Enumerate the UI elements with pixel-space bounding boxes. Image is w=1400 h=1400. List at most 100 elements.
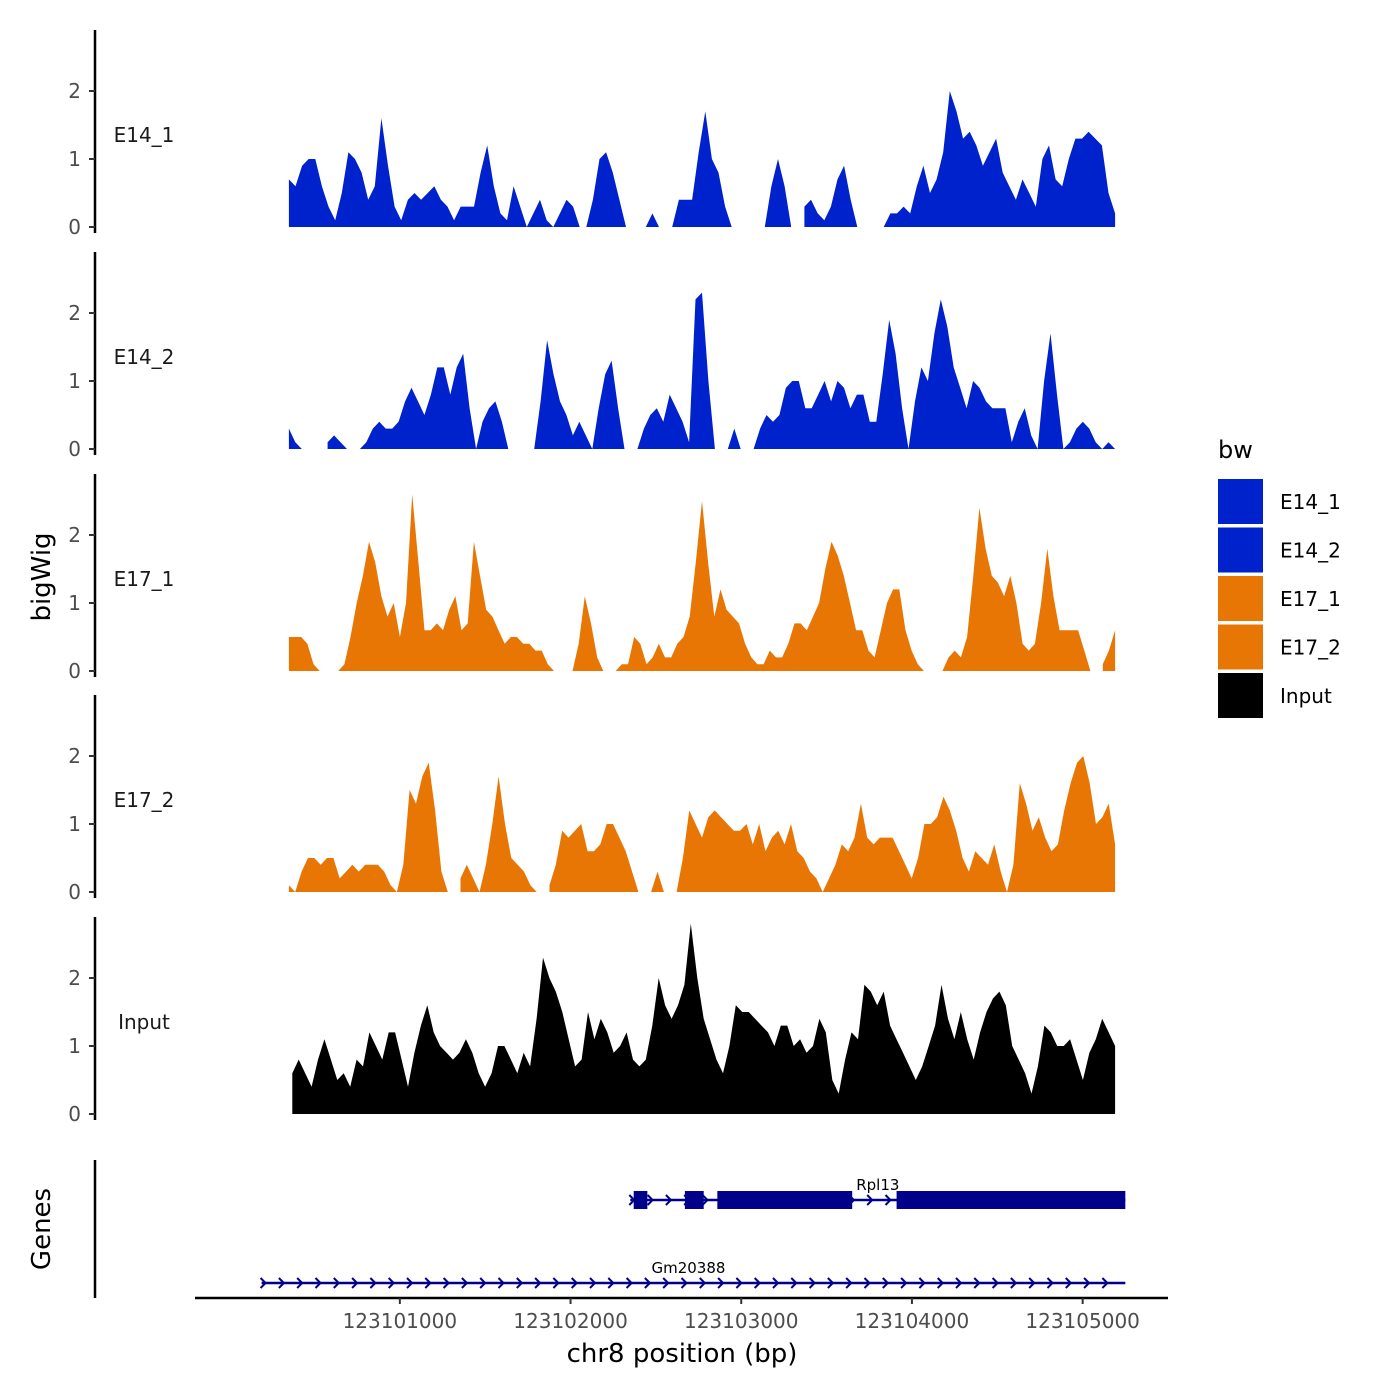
legend-label: E14_1 (1280, 490, 1341, 514)
strand-arrow (735, 1277, 743, 1289)
coverage-area (549, 824, 639, 892)
track-e14-2: 0 1 2 E14_2 (68, 252, 1116, 461)
strand-arrow (1101, 1277, 1109, 1289)
legend-swatch (1218, 624, 1263, 670)
x-tick-label: 123102000 (513, 1309, 628, 1333)
y-tick-label: 2 (68, 966, 81, 990)
coverage-area (288, 637, 320, 671)
strand-arrow (918, 1277, 926, 1289)
coverage-area (572, 596, 604, 671)
x-tick-label: 123104000 (855, 1309, 970, 1333)
strand-arrow (936, 1277, 945, 1289)
strand-arrow (772, 1277, 780, 1289)
strand-arrow (882, 1277, 890, 1289)
coverage-area (359, 353, 509, 449)
strand-arrow (534, 1277, 542, 1289)
gene-exon (717, 1191, 853, 1209)
strand-arrow (497, 1277, 505, 1289)
strand-arrow (1046, 1277, 1054, 1289)
strand-arrow (753, 1277, 762, 1289)
track-label: E17_2 (114, 788, 175, 812)
legend-label: Input (1280, 684, 1332, 708)
track-e17-2: 0 1 2 E17_2 (68, 695, 1116, 904)
strand-arrow (955, 1277, 963, 1289)
strand-arrow (351, 1277, 359, 1289)
coverage-area (338, 494, 554, 671)
legend-label: E17_1 (1280, 587, 1341, 611)
coverage-area (764, 159, 792, 227)
strand-arrow (442, 1277, 450, 1289)
strand-arrow (699, 1277, 707, 1289)
strand-arrow (827, 1277, 835, 1289)
strand-arrow (866, 1194, 874, 1206)
strand-arrow (991, 1277, 999, 1289)
strand-arrow (1028, 1277, 1036, 1289)
coverage-area (651, 871, 664, 892)
legend-title: bw (1218, 436, 1253, 464)
track-label: E17_1 (114, 567, 175, 591)
y-tick-label: 2 (68, 744, 81, 768)
strand-arrow (461, 1277, 469, 1289)
track-input: 0 1 2 Input (68, 917, 1116, 1126)
strand-arrow (1083, 1277, 1091, 1289)
strand-arrow (296, 1277, 304, 1289)
strand-arrow (278, 1277, 286, 1289)
strand-arrow (808, 1277, 816, 1289)
gene-rpl13: Rpl13 (628, 1176, 1126, 1209)
coverage-area (292, 923, 1116, 1114)
legend: bw E14_1 E14_2 E17_1 E17_2 Input (1218, 436, 1341, 718)
gene-annotation-track: Rpl13 Gm20388 (93, 1160, 1126, 1298)
strand-arrow (863, 1277, 871, 1289)
strand-arrow (552, 1277, 560, 1289)
legend-swatch (1218, 527, 1263, 573)
strand-arrow (1065, 1277, 1073, 1289)
coverage-area (288, 428, 302, 449)
strand-arrow (387, 1277, 396, 1289)
genes-axis-title: Genes (27, 1188, 57, 1270)
legend-label: E14_2 (1280, 539, 1341, 563)
gene-exon (684, 1191, 704, 1209)
strand-arrow (717, 1277, 725, 1289)
strand-arrow (973, 1277, 981, 1289)
coverage-area (645, 213, 659, 227)
coverage-area (804, 165, 858, 227)
strand-arrow (845, 1277, 853, 1289)
coverage-tracks: 0 1 2 E14_1 0 1 2 E14_2 0 1 2 E17_1 0 1 2 E17_2 0 1 2 Input (68, 30, 1116, 1126)
track-label: Input (118, 1010, 170, 1034)
strand-arrow (424, 1277, 432, 1289)
x-tick-label: 123105000 (1025, 1309, 1140, 1333)
gene-name-label: Gm20388 (651, 1259, 725, 1277)
coverage-area (727, 428, 741, 449)
gene-name-label: Rpl13 (856, 1176, 899, 1194)
coverage-area (327, 435, 347, 449)
strand-arrow (701, 1194, 709, 1206)
gene-exon (633, 1191, 648, 1209)
strand-arrow (259, 1277, 267, 1289)
strand-arrow (369, 1277, 377, 1289)
strand-arrow (406, 1277, 414, 1289)
strand-arrow (900, 1277, 908, 1289)
x-axis: 123101000 123102000 123103000 123104000 1231… (195, 1296, 1168, 1333)
coverage-area (672, 111, 732, 227)
coverage-area (883, 91, 1116, 227)
coverage-area (288, 118, 626, 227)
strand-arrow (646, 1194, 655, 1206)
x-tick-label: 123103000 (684, 1309, 799, 1333)
strand-arrow (1010, 1277, 1018, 1289)
strand-arrow (790, 1277, 798, 1289)
legend-swatch (1218, 479, 1263, 524)
x-axis-title: chr8 position (bp) (567, 1339, 798, 1369)
strand-arrow (333, 1277, 341, 1289)
strand-arrow (516, 1277, 524, 1289)
y-tick-label: 1 (68, 812, 81, 836)
coverage-area (1102, 630, 1116, 671)
track-e14-1: 0 1 2 E14_1 (68, 30, 1116, 239)
y-tick-label: 0 (68, 659, 81, 683)
strand-arrow (884, 1194, 892, 1206)
strand-arrow (680, 1277, 688, 1289)
coverage-area (460, 776, 537, 892)
gene-exon (896, 1191, 1126, 1209)
coverage-area (942, 507, 1091, 671)
track-label: E14_2 (114, 345, 175, 369)
